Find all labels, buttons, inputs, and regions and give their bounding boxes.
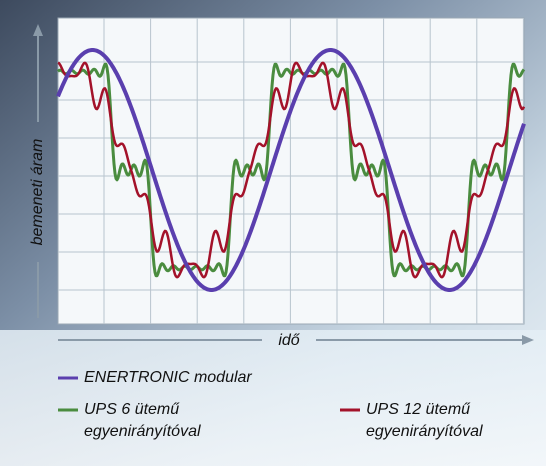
legend-label: egyenirányítóval <box>366 423 483 440</box>
legend-label: UPS 12 ütemű <box>366 401 471 418</box>
legend-label: ENERTRONIC modular <box>84 369 252 386</box>
legend-label: UPS 6 ütemű <box>84 401 180 418</box>
x-axis-label: idő <box>278 332 300 349</box>
y-axis-label: bemeneti áram <box>29 139 46 246</box>
figure: bemeneti áram idő ENERTRONIC modular UPS … <box>0 0 546 466</box>
background-lower <box>0 330 546 466</box>
legend-label: egyenirányítóval <box>84 423 201 440</box>
plot-area <box>58 18 524 324</box>
